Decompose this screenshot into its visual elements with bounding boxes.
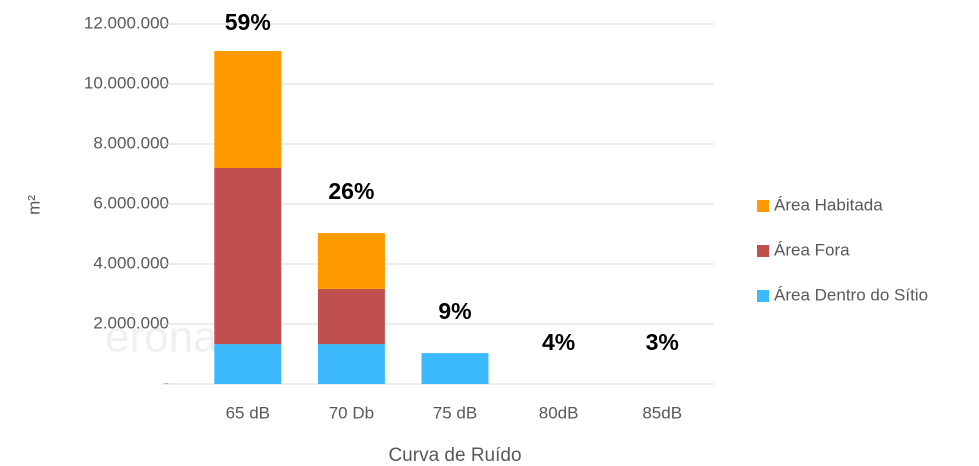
legend-label: Área Fora [774, 240, 850, 259]
legend-label: Área Habitada [774, 195, 883, 214]
y-tick-label: 4.000.000 [93, 253, 169, 272]
bar-segment [214, 344, 282, 384]
y-tick-label: 10.000.000 [84, 73, 169, 92]
y-tick-label: 12.000.000 [84, 13, 169, 32]
bar-segment [317, 288, 385, 345]
bar-segment [214, 168, 282, 345]
y-tick-label: - [163, 373, 169, 392]
bar-segment [421, 353, 489, 384]
x-tick-label: 80dB [539, 403, 579, 422]
legend-swatch [757, 200, 769, 212]
percent-label: 59% [225, 9, 271, 35]
bar-segment [214, 51, 282, 168]
bar-segment [317, 344, 385, 384]
x-tick-label: 65 dB [226, 403, 270, 422]
y-axis-label: m² [24, 195, 43, 215]
percent-label: 3% [646, 329, 679, 355]
y-tick-label: 2.000.000 [93, 313, 169, 332]
x-tick-label: 70 Db [329, 403, 374, 422]
legend-label: Área Dentro do Sítio [774, 285, 928, 304]
x-tick-label: 75 dB [433, 403, 477, 422]
x-tick-label: 85dB [642, 403, 682, 422]
percent-label: 9% [438, 298, 471, 324]
percent-label: 4% [542, 329, 575, 355]
bar-segment [317, 233, 385, 289]
y-tick-label: 6.000.000 [93, 193, 169, 212]
percent-label: 26% [328, 178, 374, 204]
y-tick-label: 8.000.000 [93, 133, 169, 152]
x-axis-label: Curva de Ruído [388, 445, 521, 466]
legend-swatch [757, 290, 769, 302]
legend-swatch [757, 245, 769, 257]
